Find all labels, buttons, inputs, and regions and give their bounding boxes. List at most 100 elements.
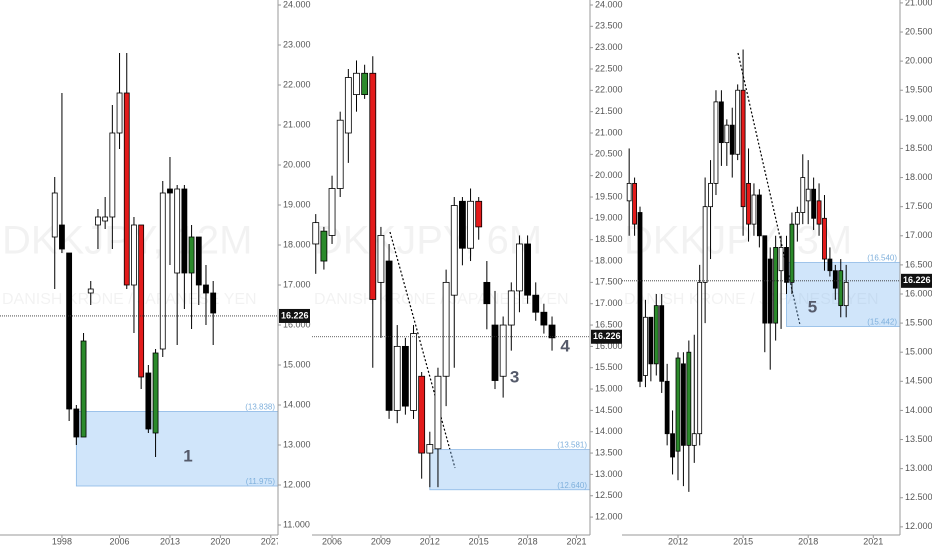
x-tick-label: 2012 (420, 536, 440, 546)
candle-body (152, 352, 159, 434)
candle-body (426, 444, 434, 454)
zone-top-label: (13.838) (245, 403, 275, 412)
candle-body (459, 200, 466, 249)
candle-body (659, 305, 665, 382)
candle-body (664, 380, 670, 435)
candle-body (735, 89, 741, 155)
candle-body (450, 205, 458, 296)
candle-body (393, 345, 401, 411)
y-tick-label: 15.000 (283, 359, 311, 369)
y-tick-label: 13.000 (283, 439, 311, 449)
zone-bottom-label: (12.640) (557, 481, 587, 490)
candle-body (320, 230, 328, 262)
panel-clip: DKKJPY, 3M DANISH KRONE / JAPANESE YEN (16… (624, 49, 900, 546)
y-tick-label: 15.500 (595, 362, 623, 372)
x-tick-label: 2015 (469, 536, 489, 546)
watermark-name: DANISH KRONE / JAPANESE YEN (2, 291, 257, 308)
candle-body (475, 200, 483, 228)
y-tick-label: 14.000 (905, 405, 932, 415)
candle-body (80, 340, 87, 438)
y-tick-label: 20.000 (283, 159, 311, 169)
y-tick-label: 13.500 (905, 434, 932, 444)
y-tick-label: 17.500 (905, 201, 932, 211)
y-tick-label: 17.000 (283, 279, 311, 289)
candle-body (778, 247, 784, 272)
y-tick-label: 14.000 (595, 426, 623, 436)
y-tick-label: 12.500 (905, 492, 932, 502)
x-tick-label: 2015 (733, 536, 753, 546)
y-tick-label: 19.500 (595, 191, 623, 201)
y-tick-label: 14.500 (905, 376, 932, 386)
watermark-symbol: DKKJPY, 6M (314, 219, 542, 263)
y-tick-label: 23.000 (283, 39, 311, 49)
candle-body (210, 292, 217, 314)
candle-body (697, 281, 703, 435)
y-tick-label: 19.000 (595, 213, 623, 223)
candle-body (843, 281, 849, 307)
y-tick-label: 12.000 (595, 511, 623, 521)
y-tick-label: 17.000 (905, 230, 932, 240)
x-tick-label: 2009 (371, 536, 391, 546)
candle-body (805, 188, 811, 202)
candle-body (822, 217, 827, 260)
y-tick-label: 22.000 (595, 85, 623, 95)
candle-body (377, 235, 385, 283)
candle-body (401, 345, 409, 407)
annotation: 1 (183, 446, 192, 465)
candle-body (51, 192, 58, 238)
candle-body (767, 258, 773, 324)
price-label: 16.226 (281, 310, 309, 320)
y-tick-label: 15.000 (905, 347, 932, 357)
candle-body (524, 243, 531, 296)
zone-box (786, 262, 900, 327)
candle-body (59, 224, 65, 250)
annotation: 4 (560, 337, 570, 356)
candle-body (410, 333, 417, 411)
y-tick-label: 21.000 (283, 119, 311, 129)
x-tick-label: 2018 (518, 536, 538, 546)
y-tick-label: 19.500 (905, 85, 932, 95)
zone-bottom-label: (11.975) (246, 477, 276, 486)
y-tick-label: 20.500 (905, 26, 932, 36)
candle-body (832, 270, 838, 289)
y-tick-label: 15.500 (905, 317, 932, 327)
y-tick-label: 16.000 (283, 319, 311, 329)
candle-body (740, 89, 746, 208)
y-tick-label: 11.000 (283, 519, 310, 529)
candle-body (540, 311, 548, 326)
candle-body (670, 433, 675, 458)
candle-body (746, 182, 751, 225)
x-tick-label: 2018 (798, 536, 818, 546)
candle-body (131, 224, 137, 286)
y-tick-label: 21.500 (595, 106, 623, 116)
candle-body (532, 294, 540, 313)
candle-body (353, 72, 360, 96)
candle-body (691, 433, 697, 446)
candle-body (138, 224, 145, 378)
candle-body (167, 188, 173, 194)
y-tick-label: 16.000 (595, 341, 623, 351)
y-tick-label: 18.000 (905, 172, 932, 182)
zone-top-label: (16.540) (867, 254, 897, 263)
zone-box (429, 449, 590, 491)
y-tick-label: 18.500 (905, 143, 932, 153)
candle-body (369, 72, 377, 300)
candle-body (507, 290, 515, 326)
candle-body (653, 305, 659, 365)
candle-body (632, 182, 637, 225)
x-tick-label: 2013 (160, 536, 180, 546)
candle-body (95, 216, 101, 226)
y-tick-label: 20.500 (595, 149, 623, 159)
candle-body (724, 124, 730, 144)
candle-body (483, 281, 491, 305)
y-tick-label: 17.000 (595, 298, 623, 308)
candle-body (336, 119, 344, 189)
y-tick-label: 19.000 (283, 199, 311, 209)
candle-body (789, 223, 795, 283)
y-tick-label: 20.000 (595, 170, 623, 180)
x-tick-label: 2020 (210, 536, 230, 546)
candle-body (718, 101, 724, 144)
zone-box (75, 411, 278, 487)
